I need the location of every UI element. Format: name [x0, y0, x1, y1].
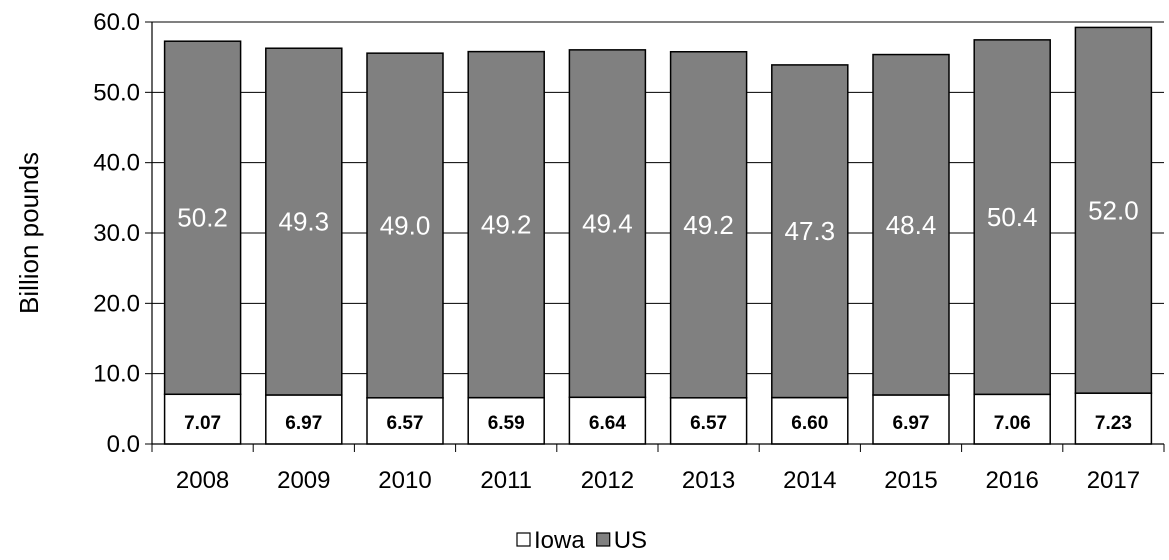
- data-label-us: 49.2: [481, 210, 532, 240]
- bar-iowa: [872, 394, 950, 445]
- bar-us: [163, 40, 242, 396]
- bar-us: [872, 53, 950, 396]
- x-tick-label: 2008: [176, 467, 229, 494]
- y-tick-label: 30.0: [93, 220, 140, 247]
- legend-swatch-iowa: [516, 532, 531, 547]
- data-label-us: 49.0: [380, 210, 431, 240]
- data-label-iowa: 7.23: [1095, 413, 1132, 434]
- bars: 7.07 50.2 6.97 49.3 6.57 49.0 6.59 49.2 6.64 49.4…: [163, 26, 1153, 445]
- bar-us: [669, 51, 748, 399]
- bar-iowa: [771, 396, 849, 445]
- data-label-us: 47.3: [784, 216, 835, 246]
- bar-us: [1074, 26, 1153, 394]
- data-label-us: 52.0: [1088, 195, 1139, 225]
- data-label-us: 49.2: [683, 210, 734, 240]
- y-tick-labels: 0.0 10.0 20.0 30.0 40.0 50.0 60.0: [93, 9, 140, 458]
- legend-label-us: US: [614, 527, 647, 554]
- bar-us: [366, 52, 444, 399]
- bar-iowa: [1074, 392, 1153, 445]
- x-tick-label: 2011: [480, 467, 532, 494]
- legend-label-iowa: Iowa: [534, 527, 585, 554]
- x-tick-label: 2010: [378, 467, 431, 494]
- x-tick-label: 2015: [884, 467, 937, 494]
- bar-us: [771, 64, 849, 399]
- legend: Iowa US: [516, 527, 647, 554]
- y-tick-label: 0.0: [107, 431, 140, 458]
- axes: [145, 21, 1165, 452]
- x-tick-label: 2014: [783, 467, 836, 494]
- x-tick-label: 2013: [682, 467, 735, 494]
- data-label-us: 50.4: [987, 202, 1038, 232]
- bar-us: [568, 49, 647, 399]
- x-tick-label: 2009: [277, 467, 330, 494]
- data-label-iowa: 7.06: [994, 413, 1031, 434]
- x-tick-label: 2017: [1087, 467, 1140, 494]
- data-label-iowa: 7.07: [184, 413, 221, 434]
- data-label-us: 48.4: [886, 210, 937, 240]
- y-axis-title: Billion pounds: [14, 152, 44, 314]
- data-label-iowa: 6.97: [285, 413, 322, 434]
- bar-iowa: [265, 394, 343, 445]
- x-tick-label: 2016: [986, 467, 1039, 494]
- x-tick-label: 2012: [581, 467, 634, 494]
- bar-iowa: [467, 396, 545, 445]
- bar-us: [467, 50, 545, 399]
- data-label-iowa: 6.57: [387, 413, 424, 434]
- bar-iowa: [366, 397, 444, 445]
- data-label-us: 50.2: [177, 203, 228, 233]
- y-tick-label: 60.0: [93, 9, 140, 36]
- legend-swatch-us: [596, 532, 611, 547]
- data-label-iowa: 6.64: [589, 413, 626, 434]
- data-label-iowa: 6.60: [791, 413, 828, 434]
- data-label-us: 49.3: [278, 207, 329, 237]
- x-tick-labels: 2008 2009 2010 2011 2012 2013 2014 2015 2016 2017: [176, 467, 1140, 494]
- data-label-us: 49.4: [582, 209, 633, 239]
- y-tick-label: 40.0: [93, 150, 140, 177]
- data-label-iowa: 6.57: [690, 413, 727, 434]
- bar-us: [973, 39, 1051, 396]
- data-label-iowa: 6.59: [488, 413, 525, 434]
- bar-us: [265, 47, 343, 396]
- y-tick-label: 10.0: [93, 361, 140, 388]
- y-tick-label: 20.0: [93, 290, 140, 317]
- data-label-iowa: 6.97: [893, 413, 930, 434]
- y-tick-label: 50.0: [93, 79, 140, 106]
